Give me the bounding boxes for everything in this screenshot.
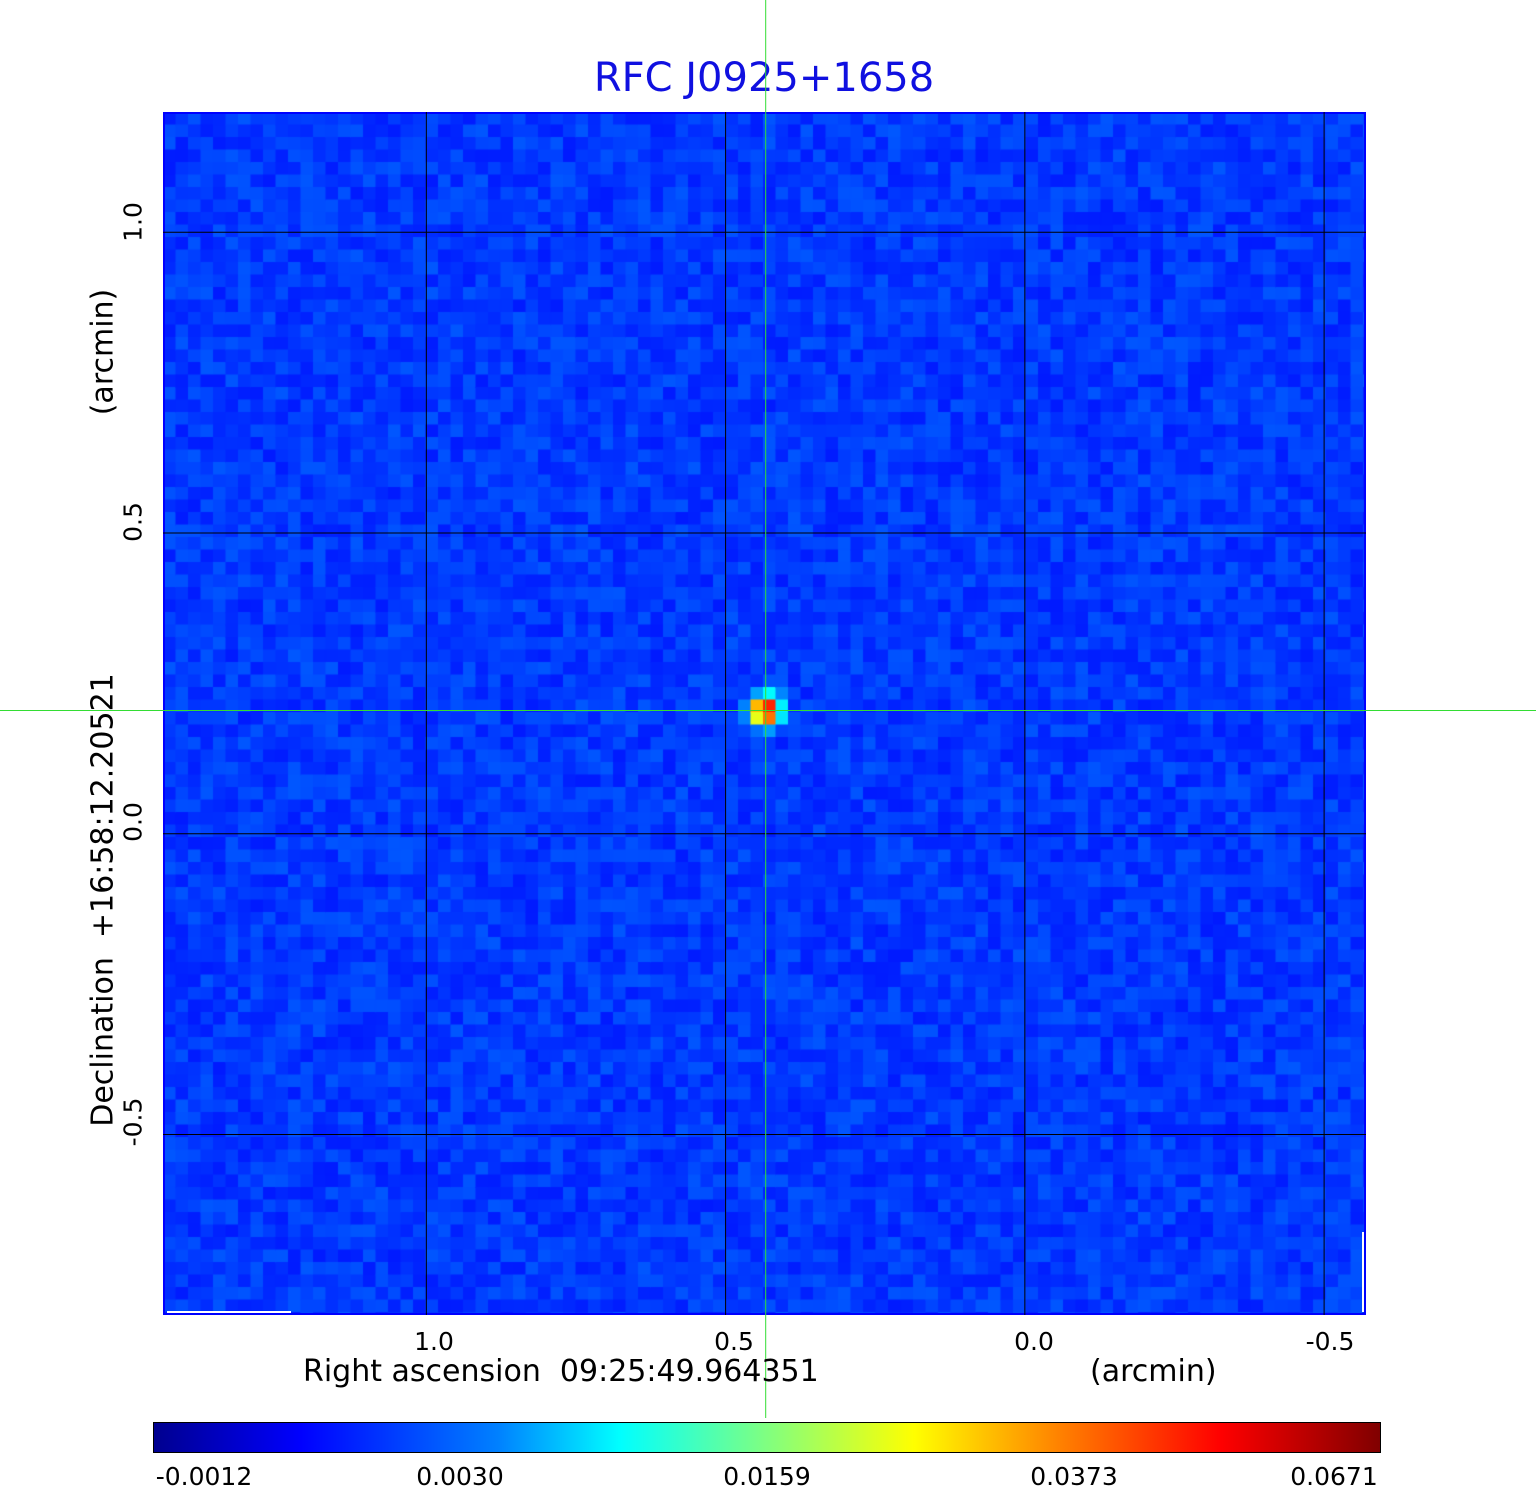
x-axis-label: Right ascension 09:25:49.964351 xyxy=(303,1354,819,1389)
colorbar-tick-label: 0.0159 xyxy=(723,1462,811,1491)
scale-bar-horizontal xyxy=(167,1311,291,1313)
image-frame xyxy=(163,112,1366,1315)
scale-bar-vertical xyxy=(1362,1232,1364,1312)
x-tick-label: -0.5 xyxy=(1305,1327,1355,1356)
colorbar-tick-label: 0.0030 xyxy=(416,1462,504,1491)
x-tick-label: 0.5 xyxy=(714,1327,754,1356)
colorbar xyxy=(153,1422,1381,1453)
y-tick-label: -0.5 xyxy=(118,1097,148,1147)
chart-title: RFC J0925+1658 xyxy=(593,55,935,101)
y-tick-label: 0.5 xyxy=(118,502,148,542)
colorbar-tick-label: 0.0671 xyxy=(1290,1462,1378,1491)
colorbar-tick-label: 0.0373 xyxy=(1030,1462,1118,1491)
y-axis-unit: (arcmin) xyxy=(85,288,121,416)
x-tick-label: 1.0 xyxy=(414,1327,454,1356)
colorbar-tick-label: -0.0012 xyxy=(155,1462,253,1491)
x-tick-label: 0.0 xyxy=(1014,1327,1054,1356)
x-axis-unit: (arcmin) xyxy=(1090,1354,1217,1389)
y-tick-label: 0.0 xyxy=(118,802,148,842)
image-heatmap[interactable] xyxy=(163,112,1366,1315)
y-tick-label: 1.0 xyxy=(118,202,148,242)
y-axis-label: Declination +16:58:12.20521 xyxy=(85,673,121,1127)
